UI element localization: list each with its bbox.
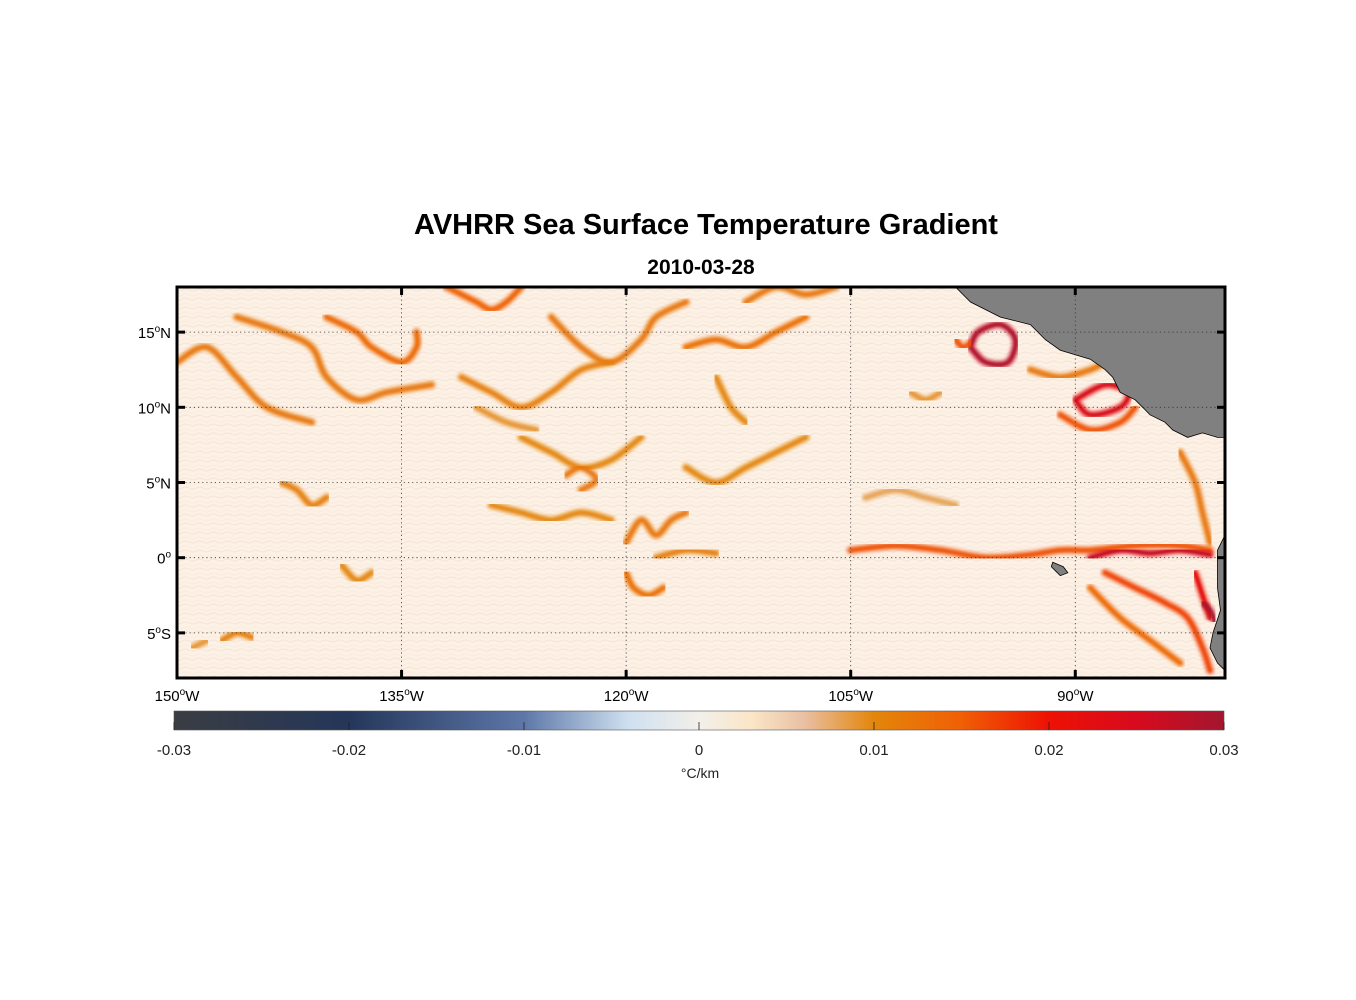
colorbar-tick-label: 0.02 <box>1034 742 1063 759</box>
sst-front-2 <box>231 312 437 406</box>
lat-tick-label: 10oN <box>138 399 171 417</box>
colorbar-ticks: -0.03 -0.02 -0.01 0 0.01 0.02 0.03 <box>157 722 1239 759</box>
map-tick-marks <box>175 287 1225 678</box>
figure-subtitle: 2010-03-28 <box>647 256 755 279</box>
lon-tick-label: 105oW <box>828 687 874 705</box>
sst-front-6 <box>456 357 617 413</box>
sst-front-18 <box>845 540 1215 563</box>
colorbar-tick-label: -0.01 <box>507 742 541 759</box>
sst-front-1 <box>177 342 317 428</box>
land-galapagos <box>1050 561 1069 577</box>
longitude-labels: 150oW 135oW 120oW 105oW 90oW <box>155 687 1095 705</box>
colorbar-tick-label: -0.02 <box>332 742 366 759</box>
lat-tick-label: 0o <box>157 550 171 568</box>
sst-front-4 <box>441 287 527 315</box>
colorbar-tick-label: -0.03 <box>157 742 191 759</box>
sst-front-35 <box>905 387 946 405</box>
sst-front-11 <box>471 402 542 435</box>
sst-front-30 <box>860 485 961 511</box>
latitude-labels: 15oN 10oN 5oN 0o 5oS <box>138 324 172 643</box>
colorbar-unit-label: °C/km <box>681 765 719 781</box>
lat-tick-label: 15oN <box>138 324 171 342</box>
sst-front-29 <box>1175 447 1215 548</box>
figure-title: AVHRR Sea Surface Temperature Gradient <box>414 209 998 241</box>
sst-front-3 <box>321 312 423 368</box>
lon-tick-label: 90oW <box>1057 687 1094 705</box>
sst-front-19 <box>1085 545 1215 563</box>
sst-front-5 <box>546 297 691 368</box>
sst-front-10 <box>681 432 811 488</box>
lon-tick-label: 120oW <box>604 687 650 705</box>
sst-front-8 <box>740 287 841 307</box>
sst-front-21 <box>1085 582 1186 668</box>
sst-front-13 <box>561 462 602 495</box>
sst-front-34 <box>711 372 751 428</box>
colorbar: -0.03 -0.02 -0.01 0 0.01 0.02 0.03 °C/km <box>157 710 1239 781</box>
map-area: 150oW 135oW 120oW 105oW 90oW 15oN 10oN 5oN 0o 5o… <box>138 285 1227 705</box>
lon-tick-label: 135oW <box>379 687 425 705</box>
sst-front-17 <box>651 545 721 563</box>
sst-front-27 <box>950 334 976 353</box>
lat-tick-label: 5oS <box>147 625 171 643</box>
sst-front-20 <box>1100 567 1215 676</box>
lat-tick-label: 5oN <box>146 475 171 493</box>
sst-front-14 <box>486 500 617 526</box>
sst-front-33 <box>336 560 377 586</box>
land-layer <box>954 287 1225 672</box>
sst-front-25 <box>1055 402 1141 436</box>
sst-front-7 <box>681 312 811 353</box>
sst-front-12 <box>276 477 332 511</box>
colorbar-tick-label: 0.03 <box>1209 742 1238 759</box>
colorbar-tick-label: 0.01 <box>859 742 888 759</box>
sst-front-26 <box>965 319 1021 370</box>
sst-front-24 <box>1070 379 1134 420</box>
land-south-america-coast <box>1209 534 1225 672</box>
sst-fronts-layer <box>177 287 1220 676</box>
sst-front-15 <box>621 507 691 548</box>
colorbar-tick-label: 0 <box>695 742 703 759</box>
sst-front-32 <box>187 635 212 653</box>
sst-front-16 <box>621 567 669 601</box>
land-mexico-central-america <box>954 287 1225 438</box>
sst-front-23 <box>1197 597 1220 626</box>
lon-tick-label: 150oW <box>155 687 201 705</box>
